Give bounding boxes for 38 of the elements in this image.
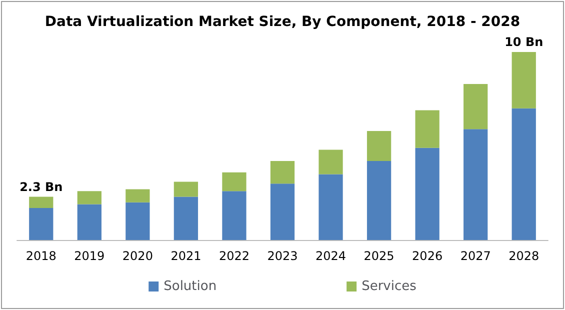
bar: [126, 189, 150, 202]
bar: [318, 150, 343, 174]
bar: [512, 52, 536, 108]
bar: [366, 161, 392, 240]
bar: [77, 204, 102, 240]
bar: [174, 196, 198, 240]
x-tick-label: 2023: [267, 249, 298, 263]
bar: [366, 130, 392, 162]
bar: [174, 182, 198, 197]
bar: [29, 196, 54, 208]
x-tick-label: 2025: [364, 249, 394, 263]
bar: [270, 184, 295, 240]
x-tick-label: 2022: [218, 249, 250, 263]
annotation: 10 Bn: [504, 35, 544, 49]
x-tick-label: 2021: [170, 249, 202, 263]
bar: [464, 84, 488, 130]
legend-label: Services: [362, 279, 417, 294]
bar: [415, 148, 440, 240]
bar: [126, 202, 150, 240]
bar: [77, 191, 102, 204]
legend-label: Solution: [164, 279, 217, 294]
x-tick-label: 2020: [122, 249, 153, 263]
annotation: 2.3 Bn: [20, 180, 63, 194]
bar: [512, 108, 536, 240]
chart-title: Data Virtualization Market Size, By Component, 2018 - 2028: [44, 14, 520, 30]
bar: [270, 161, 295, 184]
bar: [464, 129, 488, 240]
x-tick-label: 2024: [316, 249, 346, 263]
bar: [29, 208, 54, 240]
x-tick-label: 2019: [74, 249, 105, 263]
x-tick-label: 2018: [26, 249, 56, 263]
x-tick-label: 2026: [412, 249, 443, 263]
x-tick-label: 2028: [508, 249, 540, 263]
bar: [222, 172, 246, 192]
bar: [222, 191, 246, 240]
x-tick-label: 2027: [460, 249, 491, 263]
bar: [318, 174, 343, 240]
bar: [415, 110, 440, 148]
